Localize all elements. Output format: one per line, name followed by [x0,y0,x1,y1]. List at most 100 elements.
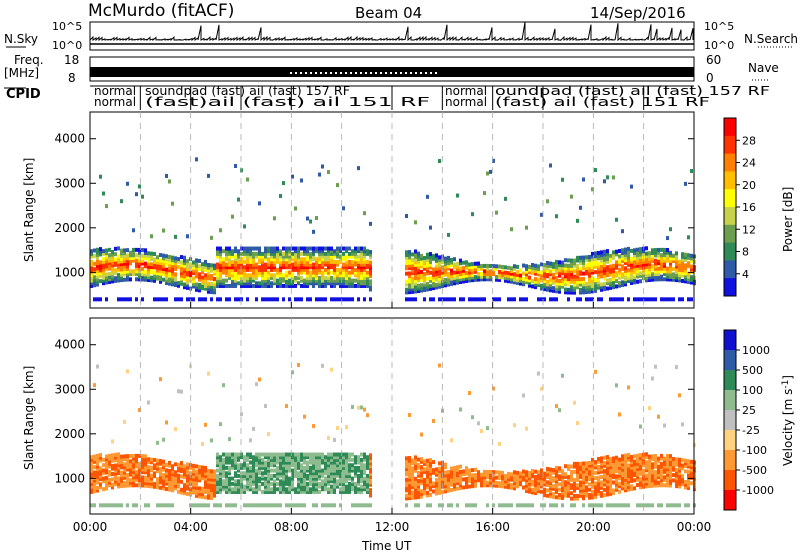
heatmap-cell [549,486,552,491]
heatmap-cell [534,282,537,287]
heatmap-cell [282,254,285,259]
heatmap-cell [312,463,315,468]
heatmap-cell [216,283,219,288]
heatmap-cell [312,270,315,275]
heatmap-cell [690,467,693,472]
heatmap-cell [225,455,228,460]
heatmap-cell [555,286,558,291]
heatmap-cell [276,468,279,473]
heatmap-cell [282,471,285,476]
heatmap-cell [540,283,543,288]
heatmap-cell [195,285,198,290]
heatmap-cell [468,484,471,489]
heatmap-cell [417,495,420,500]
heatmap-cell [525,277,528,282]
heatmap-cell [621,483,624,488]
heatmap-cell [288,484,291,489]
heatmap-cell [237,457,240,462]
heatmap-cell [423,277,426,282]
heatmap-cell [594,264,597,269]
heatmap-cell [249,251,252,256]
heatmap-cell [303,249,306,254]
heatmap-cell [471,212,474,217]
heatmap-cell [261,281,264,286]
heatmap-cell [294,489,297,494]
heatmap-cell [459,469,462,474]
heatmap-cell [420,491,423,496]
heatmap-cell [315,281,318,286]
heatmap-cell [522,393,525,398]
heatmap-cell [438,258,441,263]
heatmap-cell [93,457,96,462]
heatmap-cell [114,260,117,265]
heatmap-cell [348,273,351,278]
heatmap-cell [363,487,366,492]
heatmap-cell [210,480,213,485]
heatmap-cell [633,280,636,285]
heatmap-cell [591,503,594,508]
heatmap-cell [534,269,537,274]
heatmap-cell [138,266,141,271]
heatmap-cell [660,277,663,282]
heatmap-cell [345,254,348,259]
heatmap-cell [288,503,291,508]
heatmap-cell [405,480,408,485]
heatmap-cell [201,441,204,446]
heatmap-cell [303,465,306,470]
heatmap-cell [195,274,198,279]
heatmap-cell [333,262,336,267]
heatmap-cell [117,257,120,262]
heatmap-cell [432,489,435,494]
heatmap-cell [429,276,432,281]
heatmap-cell [234,283,237,288]
heatmap-cell [453,473,456,478]
heatmap-cell [630,278,633,283]
heatmap-cell [474,467,477,472]
heatmap-cell [219,262,222,267]
heatmap-cell [276,452,279,457]
heatmap-cell [240,281,243,286]
heatmap-cell [453,465,456,470]
heatmap-cell [561,268,564,273]
heatmap-cell [330,455,333,460]
heatmap-cell [549,272,552,277]
heatmap-cell [156,440,159,445]
colorbar-tick-label: 1000 [742,344,770,357]
heatmap-cell [204,471,207,476]
heatmap-cell [435,266,438,271]
heatmap-cell [621,462,624,467]
heatmap-cell [663,250,666,255]
heatmap-cell [93,470,96,475]
heatmap-cell [138,271,141,276]
heatmap-cell [294,283,297,288]
heatmap-cell [303,267,306,272]
heatmap-cell [243,455,246,460]
heatmap-cell [618,259,621,264]
freq-gap-dot [420,72,422,74]
heatmap-cell [594,251,597,256]
heatmap-cell [672,297,675,302]
heatmap-cell [285,465,288,470]
heatmap-cell [459,483,462,488]
heatmap-cell [285,270,288,275]
heatmap-cell [603,260,606,265]
colorbar-swatch [724,410,736,431]
heatmap-cell [453,270,456,275]
heatmap-cell [624,482,627,487]
heatmap-cell [225,503,228,508]
heatmap-cell [669,483,672,488]
heatmap-cell [426,276,429,281]
heatmap-cell [609,280,612,285]
heatmap-cell [588,260,591,265]
heatmap-cell [252,473,255,478]
heatmap-cell [192,260,195,265]
heatmap-cell [228,452,231,457]
heatmap-cell [537,483,540,488]
heatmap-cell [174,478,177,483]
heatmap-cell [309,257,312,262]
heatmap-cell [654,274,657,279]
heatmap-cell [432,283,435,288]
heatmap-cell [210,490,213,495]
heatmap-cell [297,471,300,476]
heatmap-cell [126,272,129,277]
